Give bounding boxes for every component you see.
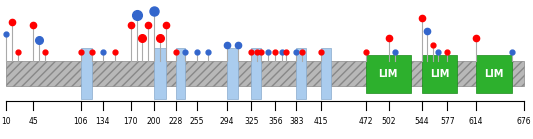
Text: 255: 255 — [190, 117, 204, 126]
Bar — [366, 54, 411, 93]
Text: 325: 325 — [244, 117, 259, 126]
Text: 356: 356 — [268, 117, 282, 126]
Text: 676: 676 — [517, 117, 531, 126]
Text: 502: 502 — [382, 117, 396, 126]
Text: 294: 294 — [220, 117, 235, 126]
Text: 10: 10 — [2, 117, 11, 126]
Text: 200: 200 — [147, 117, 161, 126]
Text: 106: 106 — [74, 117, 88, 126]
Text: 383: 383 — [289, 117, 304, 126]
Text: 228: 228 — [168, 117, 183, 126]
Text: 415: 415 — [314, 117, 328, 126]
Text: 577: 577 — [440, 117, 455, 126]
Text: 544: 544 — [414, 117, 429, 126]
Bar — [81, 48, 92, 100]
Bar — [321, 48, 332, 100]
Bar — [227, 48, 238, 100]
Bar — [176, 48, 185, 100]
Text: 472: 472 — [358, 117, 373, 126]
Bar — [154, 48, 166, 100]
Text: LIM: LIM — [378, 69, 398, 79]
Text: LIM: LIM — [484, 69, 504, 79]
Bar — [6, 61, 524, 86]
Text: LIM: LIM — [430, 69, 449, 79]
Bar — [296, 48, 306, 100]
Text: 170: 170 — [124, 117, 138, 126]
Bar — [476, 54, 512, 93]
Text: 134: 134 — [95, 117, 110, 126]
Text: 45: 45 — [29, 117, 38, 126]
Bar — [251, 48, 261, 100]
Bar — [422, 54, 457, 93]
Text: 614: 614 — [469, 117, 483, 126]
